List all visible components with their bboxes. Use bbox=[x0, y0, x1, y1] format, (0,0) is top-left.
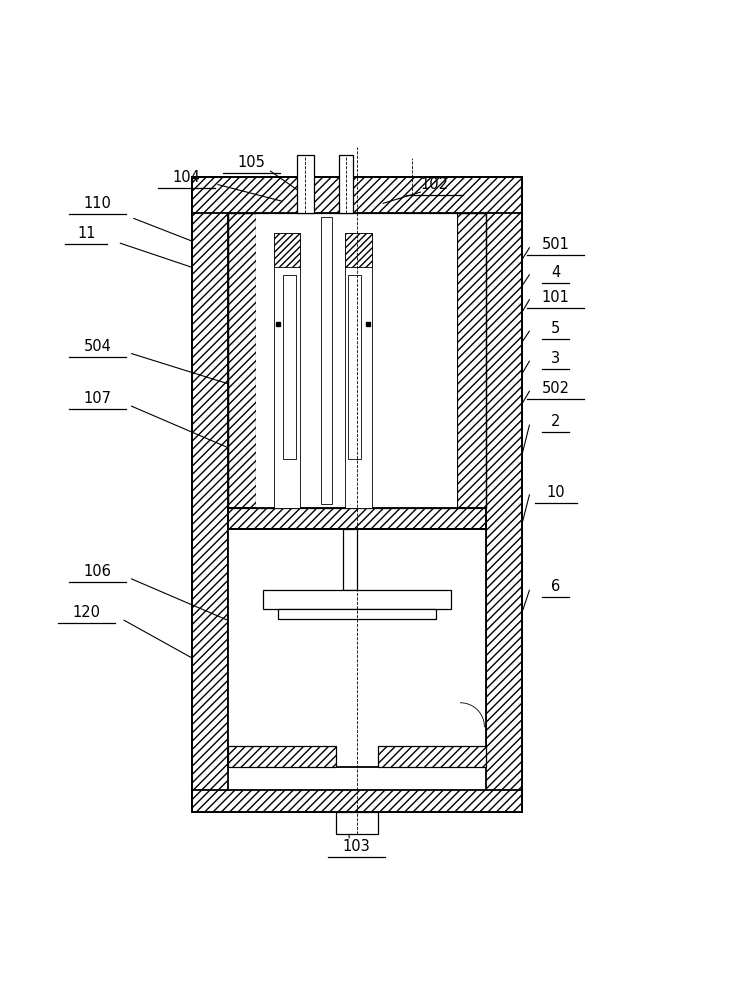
Bar bbox=[274, 233, 300, 267]
Bar bbox=[457, 213, 486, 508]
Bar bbox=[228, 213, 486, 508]
Bar bbox=[339, 155, 353, 213]
Bar bbox=[192, 177, 228, 812]
Text: 502: 502 bbox=[541, 381, 570, 396]
Bar bbox=[297, 155, 314, 213]
Bar bbox=[486, 177, 522, 812]
Bar bbox=[378, 746, 486, 767]
Bar bbox=[228, 508, 486, 529]
Bar bbox=[343, 529, 357, 590]
Bar bbox=[274, 233, 300, 508]
Bar bbox=[283, 275, 296, 459]
Text: 105: 105 bbox=[237, 155, 266, 170]
Text: 2: 2 bbox=[551, 414, 560, 429]
Bar bbox=[228, 213, 256, 508]
Text: 11: 11 bbox=[77, 226, 95, 241]
Bar bbox=[192, 177, 522, 213]
Text: 6: 6 bbox=[551, 579, 560, 594]
Bar bbox=[228, 508, 486, 529]
Text: 4: 4 bbox=[551, 265, 560, 280]
Bar bbox=[263, 590, 451, 609]
Text: 110: 110 bbox=[83, 196, 112, 211]
Bar bbox=[256, 213, 457, 508]
Text: 120: 120 bbox=[72, 605, 101, 620]
Text: 107: 107 bbox=[83, 391, 112, 406]
Bar bbox=[321, 217, 332, 504]
Bar bbox=[192, 790, 522, 812]
Bar bbox=[228, 529, 486, 767]
Text: 106: 106 bbox=[83, 564, 112, 579]
Text: 5: 5 bbox=[551, 321, 560, 336]
Text: 504: 504 bbox=[83, 339, 112, 354]
Text: 3: 3 bbox=[551, 351, 560, 366]
Bar bbox=[278, 609, 436, 619]
Bar bbox=[228, 746, 336, 767]
Bar bbox=[345, 233, 372, 508]
Text: 104: 104 bbox=[172, 170, 201, 185]
Bar bbox=[345, 233, 372, 267]
Text: 501: 501 bbox=[541, 237, 570, 252]
Bar bbox=[192, 177, 522, 812]
Bar bbox=[348, 275, 361, 459]
Text: 103: 103 bbox=[343, 839, 370, 854]
Text: 101: 101 bbox=[541, 290, 570, 305]
Text: 102: 102 bbox=[420, 177, 448, 192]
Bar bbox=[336, 812, 378, 834]
Text: 10: 10 bbox=[547, 485, 565, 500]
